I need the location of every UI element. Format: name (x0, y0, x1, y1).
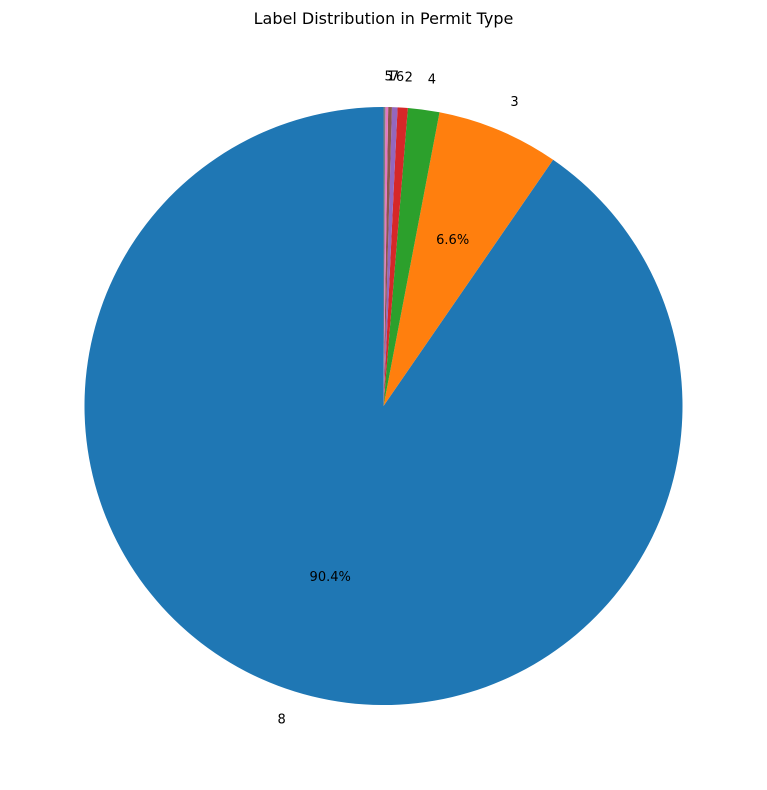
pie-slice-3 (383, 112, 554, 406)
slice-label-6: 6 (396, 70, 404, 85)
pie-slice-2 (383, 107, 408, 407)
slice-label-4: 4 (428, 73, 436, 88)
pie-slice-1 (383, 107, 389, 406)
pie-slices (84, 107, 683, 705)
slice-label-8: 8 (278, 713, 286, 728)
slice-label-3: 3 (510, 95, 518, 110)
slice-pct-8: 90.4% (310, 570, 351, 585)
pie-slice-5 (383, 107, 386, 406)
pie-slice-4 (383, 107, 440, 406)
pie-slice-7 (383, 107, 392, 406)
slice-label-2: 2 (405, 70, 413, 85)
pie-slice-6 (383, 107, 398, 406)
slice-label-5: 5 (385, 70, 393, 85)
pie-slice-8 (84, 107, 683, 705)
slice-label-1: 1 (387, 70, 395, 85)
slice-pct-3: 6.6% (436, 233, 469, 248)
slice-label-7: 7 (391, 70, 399, 85)
chart-title: Label Distribution in Permit Type (254, 9, 514, 28)
